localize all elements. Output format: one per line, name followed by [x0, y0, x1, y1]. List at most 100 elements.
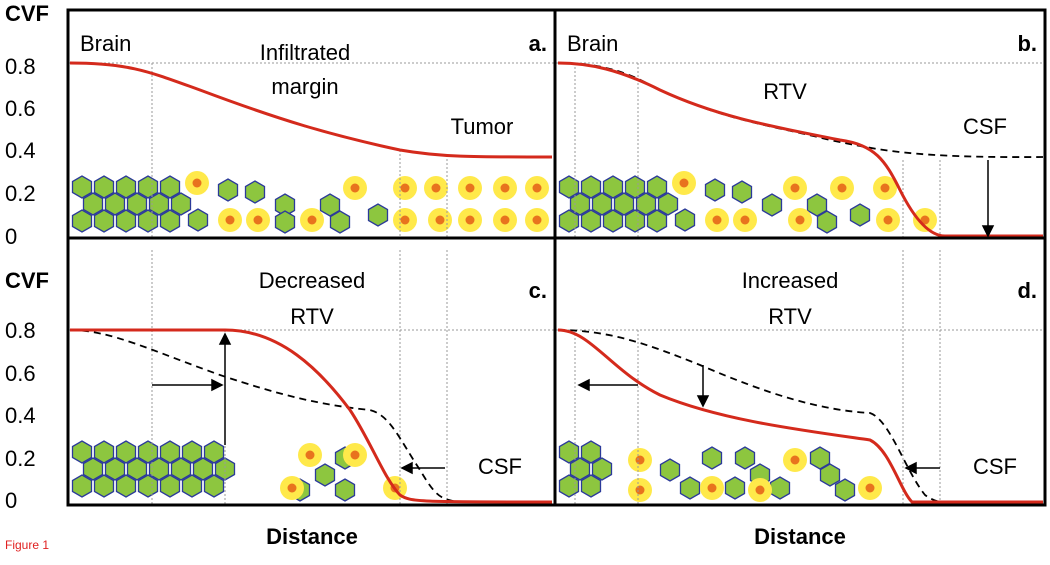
normal-cell	[115, 474, 137, 498]
normal-cell	[181, 440, 203, 464]
tumor-nucleus	[883, 215, 893, 225]
normal-cell	[849, 203, 871, 227]
y-tick: 0.4	[5, 403, 36, 428]
normal-cell	[806, 193, 828, 217]
y-tick: 0	[5, 224, 17, 249]
y-tick: 0.2	[5, 181, 36, 206]
tumor-nucleus	[307, 215, 317, 225]
normal-cell	[170, 457, 192, 481]
panel-label: CSF	[973, 454, 1017, 479]
tumor-nucleus	[755, 485, 765, 495]
tumor-nucleus	[635, 485, 645, 495]
x-label: Distance	[754, 524, 846, 549]
normal-cell	[126, 192, 148, 216]
normal-cell	[159, 209, 181, 233]
normal-cell	[591, 192, 613, 216]
panel-label: margin	[271, 74, 338, 99]
normal-cell	[809, 446, 831, 470]
normal-cell	[274, 210, 296, 234]
normal-cell	[624, 175, 646, 199]
normal-cell	[71, 440, 93, 464]
tumor-nucleus	[465, 183, 475, 193]
normal-cell	[148, 192, 170, 216]
normal-cell	[580, 209, 602, 233]
panel-letter: b.	[1017, 31, 1037, 56]
normal-cell	[558, 474, 580, 498]
tumor-nucleus	[435, 215, 445, 225]
curves	[69, 61, 1044, 504]
normal-cell	[646, 175, 668, 199]
normal-cell	[580, 175, 602, 199]
tumor-nucleus	[465, 215, 475, 225]
normal-cell	[659, 458, 681, 482]
normal-cell	[734, 446, 756, 470]
normal-cell	[137, 474, 159, 498]
caption: Figure 1	[5, 538, 49, 552]
tumor-nucleus	[500, 183, 510, 193]
tumor-nucleus	[532, 183, 542, 193]
tumor-nucleus	[920, 215, 930, 225]
frames	[66, 8, 1047, 507]
tumor-nucleus	[253, 215, 263, 225]
normal-cell	[115, 440, 137, 464]
normal-cell	[82, 192, 104, 216]
normal-cell	[217, 178, 239, 202]
tumor-nucleus	[795, 215, 805, 225]
panel-label: RTV	[768, 304, 812, 329]
normal-cell	[71, 175, 93, 199]
panel-label: Infiltrated	[260, 40, 351, 65]
normal-cell	[148, 457, 170, 481]
normal-cell	[214, 457, 236, 481]
normal-cell	[591, 457, 613, 481]
normal-cell	[624, 209, 646, 233]
y-tick: 0.8	[5, 318, 36, 343]
normal-cell	[126, 457, 148, 481]
normal-cell	[115, 175, 137, 199]
panel-letter: a.	[529, 31, 547, 56]
normal-cell	[170, 192, 192, 216]
tumor-nucleus	[287, 483, 297, 493]
normal-cell	[701, 446, 723, 470]
normal-cell	[558, 209, 580, 233]
tumor-nucleus	[740, 215, 750, 225]
tumor-nucleus	[431, 183, 441, 193]
normal-cell	[187, 208, 209, 232]
normal-cell	[244, 180, 266, 204]
x-label: Distance	[266, 524, 358, 549]
panel-letter: c.	[529, 278, 547, 303]
normal-cell	[329, 210, 351, 234]
y-tick: 0	[5, 488, 17, 513]
tumor-nucleus	[192, 178, 202, 188]
panel-letter: d.	[1017, 278, 1037, 303]
normal-cell	[104, 192, 126, 216]
normal-cell	[93, 474, 115, 498]
normal-cell	[192, 457, 214, 481]
normal-cell	[724, 476, 746, 500]
normal-cell	[93, 209, 115, 233]
panel-label: CSF	[478, 454, 522, 479]
normal-cell	[93, 175, 115, 199]
normal-cell	[558, 440, 580, 464]
y-tick: 0.2	[5, 446, 36, 471]
normal-cell	[82, 457, 104, 481]
panel-label: Decreased	[259, 268, 365, 293]
normal-cell	[115, 209, 137, 233]
y-tick: 0.8	[5, 54, 36, 79]
normal-cell	[181, 474, 203, 498]
normal-cell	[674, 208, 696, 232]
normal-cell	[602, 175, 624, 199]
panel-label: CSF	[963, 114, 1007, 139]
tumor-nucleus	[837, 183, 847, 193]
normal-cell	[314, 463, 336, 487]
tumor-nucleus	[400, 183, 410, 193]
normal-cell	[93, 440, 115, 464]
normal-cell	[203, 440, 225, 464]
tumor-nucleus	[532, 215, 542, 225]
panel-label: Brain	[80, 31, 131, 56]
y-tick: 0.4	[5, 138, 36, 163]
tumor-nucleus	[635, 455, 645, 465]
normal-cell	[761, 193, 783, 217]
tumor-nucleus	[712, 215, 722, 225]
normal-cell	[367, 203, 389, 227]
